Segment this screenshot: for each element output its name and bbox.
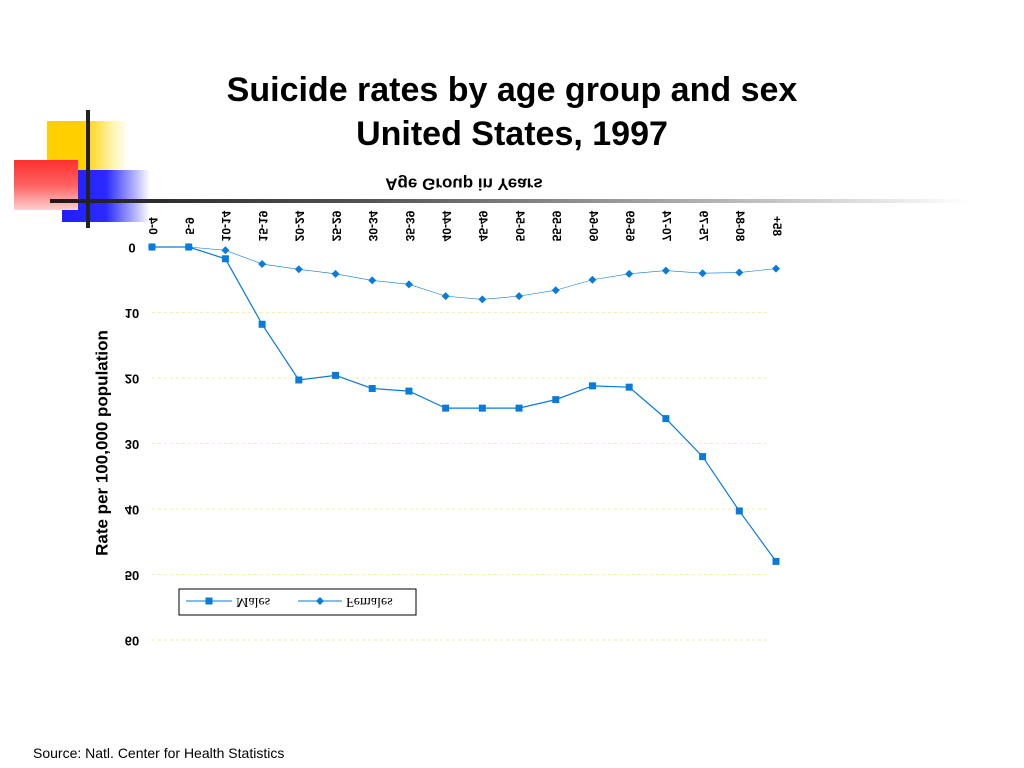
data-point-males: [735, 507, 743, 515]
x-tick-label: 35-39: [403, 210, 417, 241]
source-note: Source: Natl. Center for Health Statisti…: [33, 745, 285, 761]
data-point-males: [772, 557, 780, 565]
data-point-males: [662, 415, 670, 423]
legend-label-females: Females: [346, 594, 393, 609]
data-point-females: [478, 295, 487, 304]
x-tick-label: 55-59: [550, 210, 564, 241]
y-tick-label: 50: [125, 568, 139, 583]
y-tick-label: 20: [125, 372, 139, 387]
legend: Males Females: [178, 588, 417, 616]
x-tick-label: 30-34: [366, 210, 380, 241]
series-layer: [148, 243, 780, 565]
x-tick-label: 75-79: [696, 210, 710, 241]
data-point-females: [368, 276, 377, 285]
slide-title-line1: Suicide rates by age group and sex: [226, 71, 798, 109]
data-point-females: [551, 286, 560, 295]
label-layer: 0 10 20 30 40 50 60 0-4 5-9 10-14 15-19 20-24 25-29 3…: [92, 175, 783, 649]
slide-title: Suicide rates by age group and sex Unite…: [0, 68, 1024, 156]
x-tick-label: 60-64: [586, 210, 600, 241]
data-point-females: [441, 292, 450, 301]
x-tick-label: 10-14: [219, 210, 233, 241]
decorative-vertical-line: [86, 110, 90, 228]
data-point-females: [625, 269, 634, 278]
data-point-males: [295, 376, 303, 384]
data-point-males: [625, 383, 633, 391]
data-point-males: [258, 320, 266, 328]
data-point-males: [405, 387, 413, 395]
data-point-females: [294, 265, 303, 274]
data-point-males: [332, 371, 340, 379]
data-point-females: [588, 275, 597, 284]
data-point-females: [735, 268, 744, 277]
y-tick-label: 30: [125, 437, 139, 452]
data-point-females: [404, 280, 413, 289]
slide-title-line2: United States, 1997: [356, 115, 668, 153]
x-tick-label: 65-69: [623, 210, 637, 241]
data-point-males: [699, 453, 707, 461]
x-tick-label: 25-29: [329, 210, 343, 241]
data-point-females: [515, 292, 524, 301]
decorative-horizontal-line: [50, 199, 970, 203]
legend-marker-males: [205, 597, 213, 605]
data-point-males: [368, 384, 376, 392]
x-tick-label: 70-74: [660, 210, 674, 241]
x-tick-label: 80-84: [733, 210, 747, 241]
x-tick-label: 50-54: [513, 210, 527, 241]
data-point-females: [331, 269, 340, 278]
data-point-females: [661, 266, 670, 275]
data-point-males: [588, 382, 596, 390]
data-point-females: [184, 243, 193, 251]
x-tick-label: 40-44: [439, 210, 453, 241]
y-tick-label: 10: [125, 306, 139, 321]
x-tick-label: 85+: [770, 216, 784, 236]
x-tick-label: 0-4: [146, 217, 160, 235]
y-tick-label: 40: [125, 503, 139, 518]
x-tick-label: 20-24: [293, 210, 307, 241]
y-tick-label: 0: [128, 241, 135, 256]
series-line-males: [152, 246, 777, 562]
data-point-males: [442, 404, 450, 412]
data-point-males: [221, 255, 229, 263]
data-point-females: [772, 264, 780, 273]
data-point-males: [478, 404, 486, 412]
series-line-females: [152, 246, 777, 300]
y-tick-label: 60: [125, 634, 139, 649]
data-point-males: [515, 404, 523, 412]
x-tick-label: 15-19: [256, 210, 270, 241]
x-tick-label: 5-9: [183, 217, 197, 235]
x-tick-label: 45-49: [476, 210, 490, 241]
data-point-females: [258, 260, 267, 269]
legend-label-males: Males: [236, 594, 270, 609]
legend-box: [178, 588, 417, 616]
legend-marker-females: [316, 597, 324, 605]
data-point-females: [148, 243, 156, 251]
data-point-males: [552, 396, 560, 404]
y-axis-title: Rate per 100,000 population: [92, 330, 111, 556]
x-axis-title: Age Group in Years: [385, 175, 542, 194]
data-point-females: [221, 246, 230, 255]
data-point-females: [698, 269, 707, 278]
